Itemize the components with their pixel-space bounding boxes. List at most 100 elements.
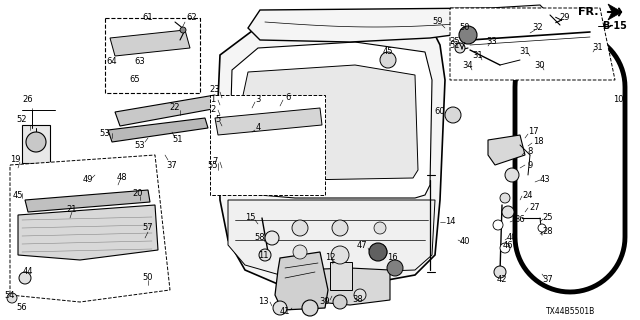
Text: 11: 11: [258, 252, 268, 260]
Text: 26: 26: [22, 95, 33, 105]
Circle shape: [445, 107, 461, 123]
Polygon shape: [242, 65, 418, 180]
Text: 51: 51: [173, 135, 183, 145]
Circle shape: [265, 231, 279, 245]
Polygon shape: [110, 30, 190, 56]
Text: 35: 35: [450, 37, 460, 46]
Circle shape: [500, 243, 510, 253]
Text: 4: 4: [255, 124, 260, 132]
Polygon shape: [295, 268, 390, 305]
Text: 21: 21: [67, 205, 77, 214]
Text: 6: 6: [285, 93, 291, 102]
Polygon shape: [108, 118, 208, 142]
Text: 53: 53: [100, 129, 110, 138]
Polygon shape: [215, 108, 322, 135]
Circle shape: [292, 220, 308, 236]
Text: 33: 33: [486, 37, 497, 46]
Circle shape: [273, 301, 287, 315]
Text: 38: 38: [353, 295, 364, 305]
Text: 41: 41: [280, 308, 291, 316]
Circle shape: [180, 27, 186, 33]
Circle shape: [505, 168, 519, 182]
Circle shape: [19, 272, 31, 284]
Polygon shape: [275, 252, 328, 310]
Text: 50: 50: [143, 274, 153, 283]
Text: 9: 9: [527, 161, 532, 170]
Circle shape: [332, 220, 348, 236]
Circle shape: [333, 295, 347, 309]
Circle shape: [373, 245, 387, 259]
Text: 8: 8: [527, 148, 532, 156]
Circle shape: [380, 52, 396, 68]
Text: 31: 31: [593, 44, 604, 52]
Text: 62: 62: [187, 13, 197, 22]
Circle shape: [354, 289, 366, 301]
Circle shape: [302, 300, 318, 316]
Circle shape: [459, 26, 477, 44]
Text: 31: 31: [520, 47, 531, 57]
Circle shape: [538, 224, 546, 232]
Polygon shape: [25, 190, 150, 212]
Text: 31: 31: [473, 51, 483, 60]
Text: 43: 43: [540, 175, 550, 185]
Text: 12: 12: [324, 253, 335, 262]
Text: 48: 48: [116, 173, 127, 182]
Text: 46: 46: [502, 241, 513, 250]
Text: 58: 58: [255, 234, 266, 243]
Text: 56: 56: [17, 303, 28, 313]
Text: 18: 18: [532, 138, 543, 147]
Text: 40: 40: [507, 234, 517, 243]
Text: 2: 2: [211, 106, 216, 115]
Text: 10: 10: [612, 95, 623, 105]
Text: 49: 49: [83, 175, 93, 185]
Text: 63: 63: [134, 58, 145, 67]
Text: 36: 36: [515, 215, 525, 225]
Text: 14: 14: [445, 218, 455, 227]
Text: 65: 65: [130, 76, 140, 84]
Circle shape: [502, 206, 514, 218]
Polygon shape: [228, 200, 435, 275]
Text: B-15: B-15: [603, 21, 627, 31]
Polygon shape: [608, 4, 622, 20]
Text: 28: 28: [543, 228, 554, 236]
Circle shape: [455, 43, 465, 53]
Circle shape: [494, 266, 506, 278]
Text: 7: 7: [212, 157, 218, 166]
Text: 52: 52: [17, 116, 28, 124]
Polygon shape: [450, 8, 615, 80]
Polygon shape: [488, 135, 525, 165]
Text: 57: 57: [143, 223, 154, 233]
Circle shape: [500, 193, 510, 203]
Circle shape: [493, 220, 503, 230]
Polygon shape: [230, 42, 432, 198]
Polygon shape: [248, 8, 500, 42]
Text: 16: 16: [387, 253, 397, 262]
Text: 42: 42: [497, 276, 508, 284]
Text: 5: 5: [216, 116, 221, 124]
Circle shape: [26, 132, 46, 152]
Text: 40: 40: [460, 237, 470, 246]
Bar: [210, 95, 325, 195]
Circle shape: [374, 222, 386, 234]
Bar: [105, 18, 200, 93]
Circle shape: [331, 246, 349, 264]
Text: 55: 55: [208, 161, 218, 170]
Polygon shape: [18, 205, 158, 260]
Text: 30: 30: [534, 60, 545, 69]
Text: TX44B5501B: TX44B5501B: [546, 308, 595, 316]
Text: FR.: FR.: [578, 7, 598, 17]
Text: 45: 45: [13, 190, 23, 199]
Text: 59: 59: [433, 18, 444, 27]
Text: 23: 23: [210, 85, 220, 94]
Text: 34: 34: [463, 60, 474, 69]
Text: 64: 64: [107, 58, 117, 67]
Text: 13: 13: [258, 298, 268, 307]
Text: 29: 29: [560, 13, 570, 22]
Circle shape: [259, 249, 271, 261]
Text: 51: 51: [450, 41, 460, 50]
Text: 15: 15: [244, 213, 255, 222]
Text: 37: 37: [543, 276, 554, 284]
Text: 19: 19: [10, 156, 20, 164]
Polygon shape: [10, 155, 170, 302]
Text: 39: 39: [320, 298, 330, 307]
